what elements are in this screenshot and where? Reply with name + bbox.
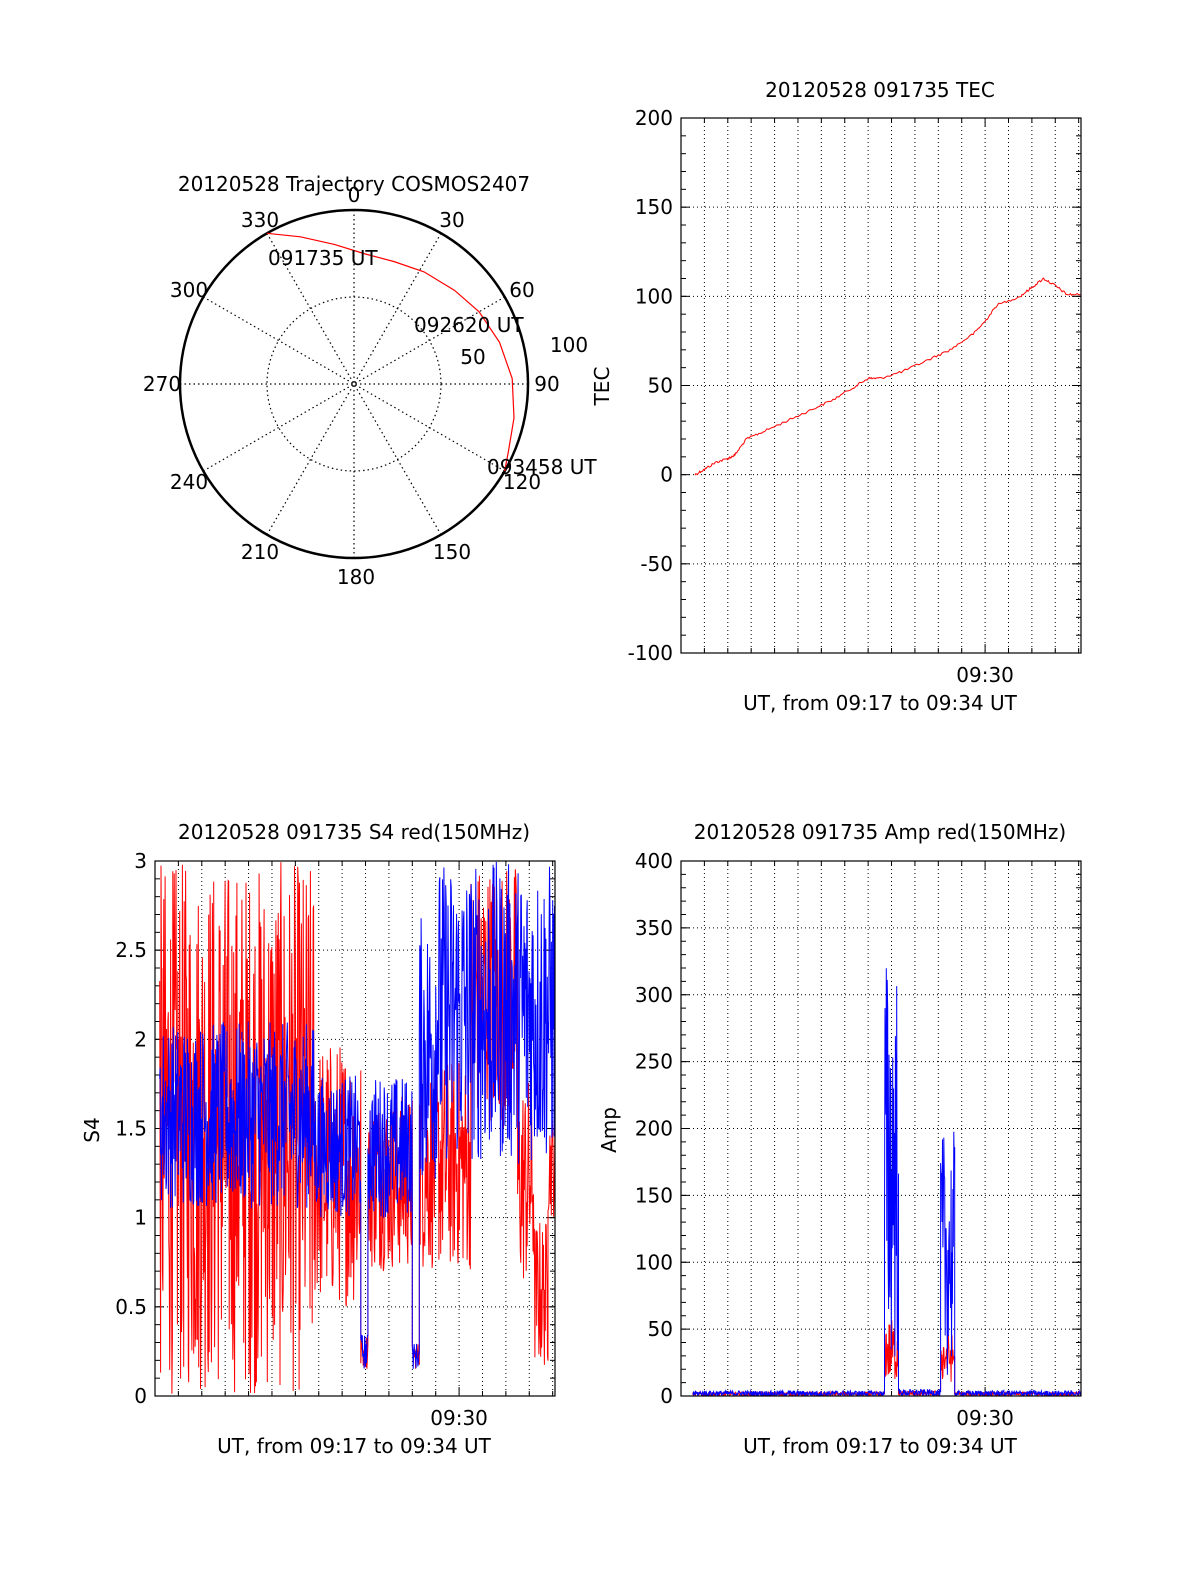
y-tick-label: 1.5 bbox=[115, 1117, 147, 1141]
data-line-red bbox=[692, 1320, 1081, 1396]
s4-plot-area: 0 0.5 1 1.5 2 2.5 3 09:30 bbox=[115, 849, 556, 1430]
polar-angle-label: 210 bbox=[241, 540, 279, 564]
polar-angle-label: 150 bbox=[433, 540, 471, 564]
polar-angle-label: 330 bbox=[241, 208, 279, 232]
y-tick-label: 350 bbox=[635, 916, 673, 940]
plot-frame bbox=[680, 860, 1082, 1397]
polar-angle-label: 0 bbox=[348, 183, 361, 207]
y-tick-label: 0 bbox=[660, 1384, 673, 1408]
x-tick-label: 09:30 bbox=[430, 1406, 488, 1430]
y-tick-label: 150 bbox=[635, 195, 673, 219]
polar-radial-label: 50 bbox=[460, 345, 485, 369]
trajectory-time-label: 093458 UT bbox=[487, 455, 597, 479]
amp-xlabel: UT, from 09:17 to 09:34 UT bbox=[743, 1434, 1018, 1458]
amp-title: 20120528 091735 Amp red(150MHz) bbox=[694, 820, 1066, 844]
series-group bbox=[159, 861, 555, 1394]
y-tick-label: 50 bbox=[648, 374, 673, 398]
s4-panel: 20120528 091735 S4 red(150MHz) S4 UT, fr… bbox=[80, 820, 556, 1458]
polar-angle-label: 90 bbox=[534, 372, 559, 396]
polar-grid bbox=[178, 208, 530, 560]
s4-title: 20120528 091735 S4 red(150MHz) bbox=[178, 820, 530, 844]
amp-plot-area: 0 50 100 150 200 250 300 350 400 09:30 bbox=[635, 849, 1082, 1430]
y-tick-label: 3 bbox=[134, 849, 147, 873]
data-line-blue bbox=[692, 968, 1081, 1396]
tec-xlabel: UT, from 09:17 to 09:34 UT bbox=[743, 691, 1018, 715]
trajectory-panel: 20120528 Trajectory COSMOS2407 0 30 60 90 12… bbox=[143, 172, 597, 589]
series-group bbox=[692, 968, 1081, 1396]
y-tick-label: 0.5 bbox=[115, 1295, 147, 1319]
y-tick-label: 100 bbox=[635, 1250, 673, 1274]
s4-ylabel: S4 bbox=[80, 1117, 104, 1142]
data-line-red bbox=[159, 862, 555, 1394]
trajectory-title: 20120528 Trajectory COSMOS2407 bbox=[178, 172, 530, 196]
y-tick-label: 200 bbox=[635, 106, 673, 130]
polar-angle-label: 30 bbox=[439, 208, 464, 232]
tec-plot-area: -100 -50 0 50 100 150 200 09:30 bbox=[628, 106, 1082, 687]
y-tick-label: 2 bbox=[134, 1027, 147, 1051]
plot-frame bbox=[680, 117, 1082, 654]
y-tick-label: 150 bbox=[635, 1183, 673, 1207]
series-group bbox=[694, 277, 1081, 476]
data-line-red bbox=[694, 277, 1081, 476]
y-tick-label: -100 bbox=[628, 641, 673, 665]
s4-xlabel: UT, from 09:17 to 09:34 UT bbox=[217, 1434, 492, 1458]
polar-angle-label: 120 bbox=[503, 470, 541, 494]
y-tick-label: -50 bbox=[640, 552, 673, 576]
polar-angle-label: 180 bbox=[337, 565, 375, 589]
tec-panel: 20120528 091735 TEC TEC UT, from 09:17 t… bbox=[590, 78, 1082, 715]
y-tick-label: 2.5 bbox=[115, 938, 147, 962]
y-tick-label: 250 bbox=[635, 1050, 673, 1074]
trajectory-line bbox=[266, 232, 515, 472]
x-tick-label: 09:30 bbox=[956, 663, 1014, 687]
y-tick-label: 300 bbox=[635, 983, 673, 1007]
y-tick-label: 100 bbox=[635, 284, 673, 308]
y-tick-label: 200 bbox=[635, 1117, 673, 1141]
y-tick-label: 0 bbox=[134, 1384, 147, 1408]
tec-ylabel: TEC bbox=[590, 367, 614, 407]
polar-radial-label: 100 bbox=[550, 333, 588, 357]
trajectory-time-label: 091735 UT bbox=[268, 246, 378, 270]
amp-panel: 20120528 091735 Amp red(150MHz) Amp UT, … bbox=[597, 820, 1082, 1458]
trajectory-time-label: 092620 UT bbox=[414, 313, 524, 337]
amp-ylabel: Amp bbox=[597, 1107, 621, 1153]
polar-angle-label: 270 bbox=[143, 372, 181, 396]
plot-frame bbox=[154, 860, 556, 1397]
y-tick-label: 400 bbox=[635, 849, 673, 873]
tec-title: 20120528 091735 TEC bbox=[765, 78, 995, 102]
polar-labels: 0 30 60 90 120 150 180 210 240 270 300 330 50 100 0917… bbox=[143, 183, 597, 589]
trajectory-series bbox=[266, 232, 515, 472]
polar-angle-label: 300 bbox=[170, 278, 208, 302]
x-tick-label: 09:30 bbox=[956, 1406, 1014, 1430]
y-tick-label: 0 bbox=[660, 463, 673, 487]
polar-angle-label: 60 bbox=[509, 278, 534, 302]
y-tick-label: 1 bbox=[134, 1206, 147, 1230]
y-tick-label: 50 bbox=[648, 1317, 673, 1341]
data-line-blue bbox=[159, 861, 555, 1369]
polar-angle-label: 240 bbox=[170, 470, 208, 494]
